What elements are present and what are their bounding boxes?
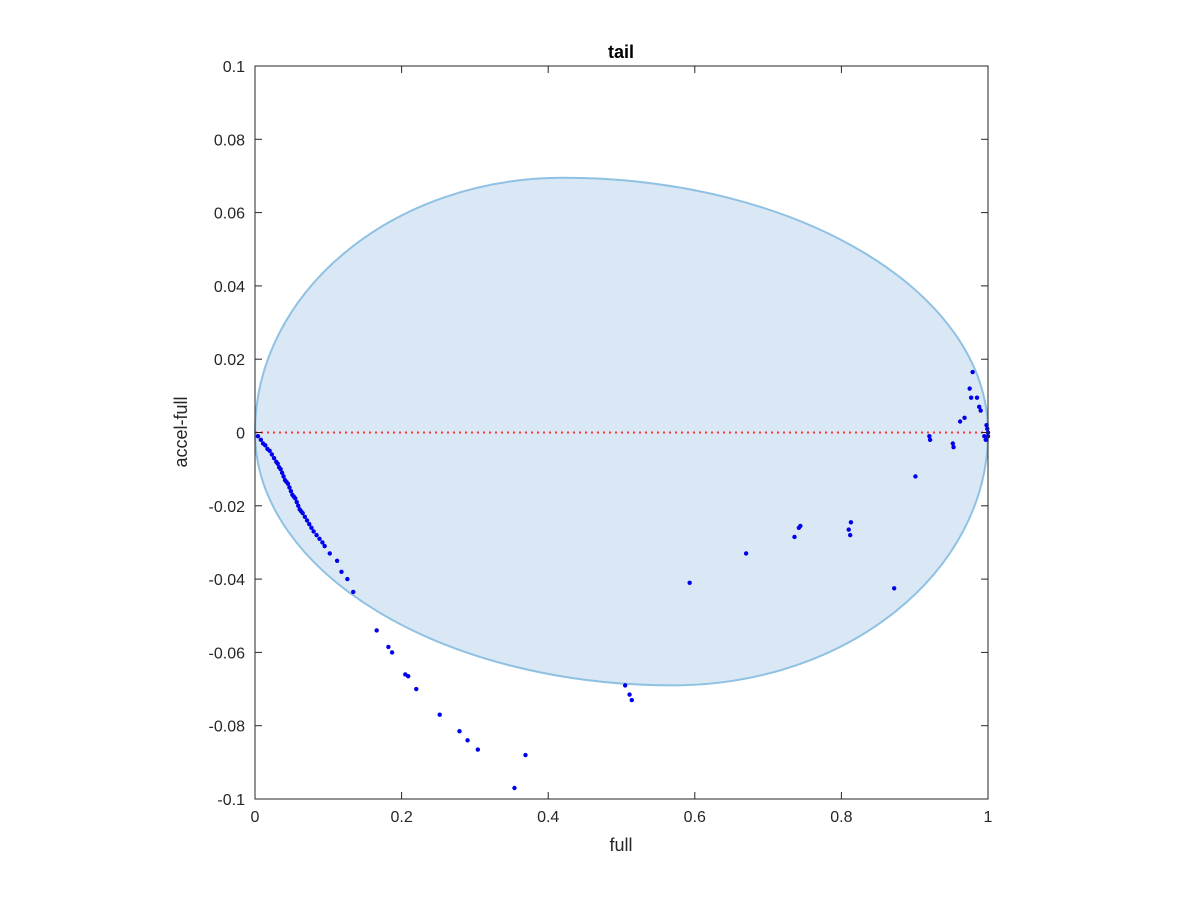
- data-point: [414, 686, 419, 692]
- data-point: [957, 419, 963, 424]
- y-tick-label: 0: [236, 426, 245, 443]
- data-point: [263, 443, 268, 448]
- data-point: [287, 485, 292, 490]
- data-point: [967, 386, 972, 391]
- data-point: [334, 558, 340, 563]
- data-point: [982, 433, 987, 439]
- y-tick-label: 0.06: [214, 206, 245, 223]
- x-tick-label: 0.8: [830, 809, 852, 826]
- data-point: [314, 532, 319, 538]
- data-point: [327, 551, 332, 556]
- data-point: [970, 369, 975, 375]
- data-point: [977, 404, 982, 410]
- data-point: [302, 514, 308, 519]
- data-point: [687, 580, 692, 585]
- y-axis-label: accel-full: [171, 396, 191, 467]
- data-point: [339, 569, 344, 574]
- data-point: [913, 474, 918, 479]
- data-point: [622, 683, 628, 688]
- data-point: [269, 452, 275, 457]
- data-point: [891, 586, 897, 591]
- y-tick-label: 0.1: [223, 59, 245, 76]
- data-point: [285, 481, 291, 487]
- data-point: [974, 395, 980, 400]
- data-point: [985, 426, 990, 432]
- data-point: [927, 433, 932, 439]
- data-point: [847, 532, 853, 538]
- y-tick-label: -0.02: [209, 499, 246, 516]
- data-point: [927, 437, 933, 443]
- x-tick-label: 0.4: [537, 809, 559, 826]
- data-point: [962, 415, 967, 421]
- y-tick-label: 0.04: [214, 279, 245, 296]
- data-point: [475, 747, 481, 752]
- y-ticks: 0.1 0.08 0.06 0.04 0.02 0 -0.02 -0.04 -0.06 -0.08…: [209, 59, 988, 809]
- data-point: [317, 536, 322, 541]
- data-point: [279, 470, 285, 476]
- y-tick-label: -0.08: [209, 719, 246, 736]
- data-point: [258, 437, 264, 443]
- data-point: [267, 448, 272, 454]
- y-tick-label: 0.02: [214, 352, 245, 369]
- data-point: [281, 474, 286, 479]
- data-point: [278, 466, 283, 472]
- x-tick-label: 0.2: [390, 809, 412, 826]
- data-point: [629, 697, 634, 703]
- data-point: [627, 692, 632, 697]
- data-point: [523, 752, 528, 758]
- data-point: [386, 644, 391, 650]
- data-point: [320, 540, 325, 545]
- data-point: [300, 510, 305, 516]
- data-point: [798, 523, 803, 529]
- data-point: [968, 395, 974, 400]
- data-point: [309, 525, 314, 530]
- chart-title: tail: [608, 42, 634, 62]
- data-point: [345, 576, 350, 582]
- x-axis-label: full: [609, 835, 632, 855]
- y-tick-label: 0.08: [214, 132, 245, 149]
- x-tick-label: 1: [984, 809, 993, 826]
- data-point: [304, 518, 310, 523]
- data-point: [983, 437, 989, 443]
- data-point: [351, 589, 356, 595]
- data-point: [743, 551, 749, 556]
- data-point: [271, 455, 277, 461]
- data-point: [294, 499, 299, 505]
- data-point: [978, 408, 983, 413]
- data-point: [255, 433, 261, 439]
- x-tick-label: 0.6: [684, 809, 706, 826]
- data-point: [296, 503, 301, 508]
- data-point: [792, 534, 797, 540]
- data-point: [465, 738, 470, 743]
- data-point: [322, 543, 327, 549]
- data-point: [275, 461, 280, 466]
- y-tick-label: -0.06: [209, 645, 246, 662]
- data-point: [307, 521, 312, 527]
- data-point: [288, 488, 294, 494]
- data-point: [293, 496, 298, 501]
- data-point: [846, 527, 851, 532]
- x-ticks: 0 0.2 0.4 0.6 0.8 1: [251, 66, 993, 826]
- data-point: [512, 785, 517, 791]
- data-point: [950, 441, 956, 446]
- y-tick-label: -0.04: [209, 572, 246, 589]
- data-point: [389, 650, 395, 655]
- data-point: [405, 674, 411, 679]
- data-point: [311, 529, 316, 534]
- data-point: [951, 444, 956, 450]
- data-point: [437, 712, 442, 717]
- data-point: [848, 520, 854, 525]
- x-tick-label: 0: [251, 809, 260, 826]
- data-point: [457, 728, 462, 734]
- y-tick-label: -0.1: [217, 792, 245, 809]
- data-point: [374, 628, 379, 633]
